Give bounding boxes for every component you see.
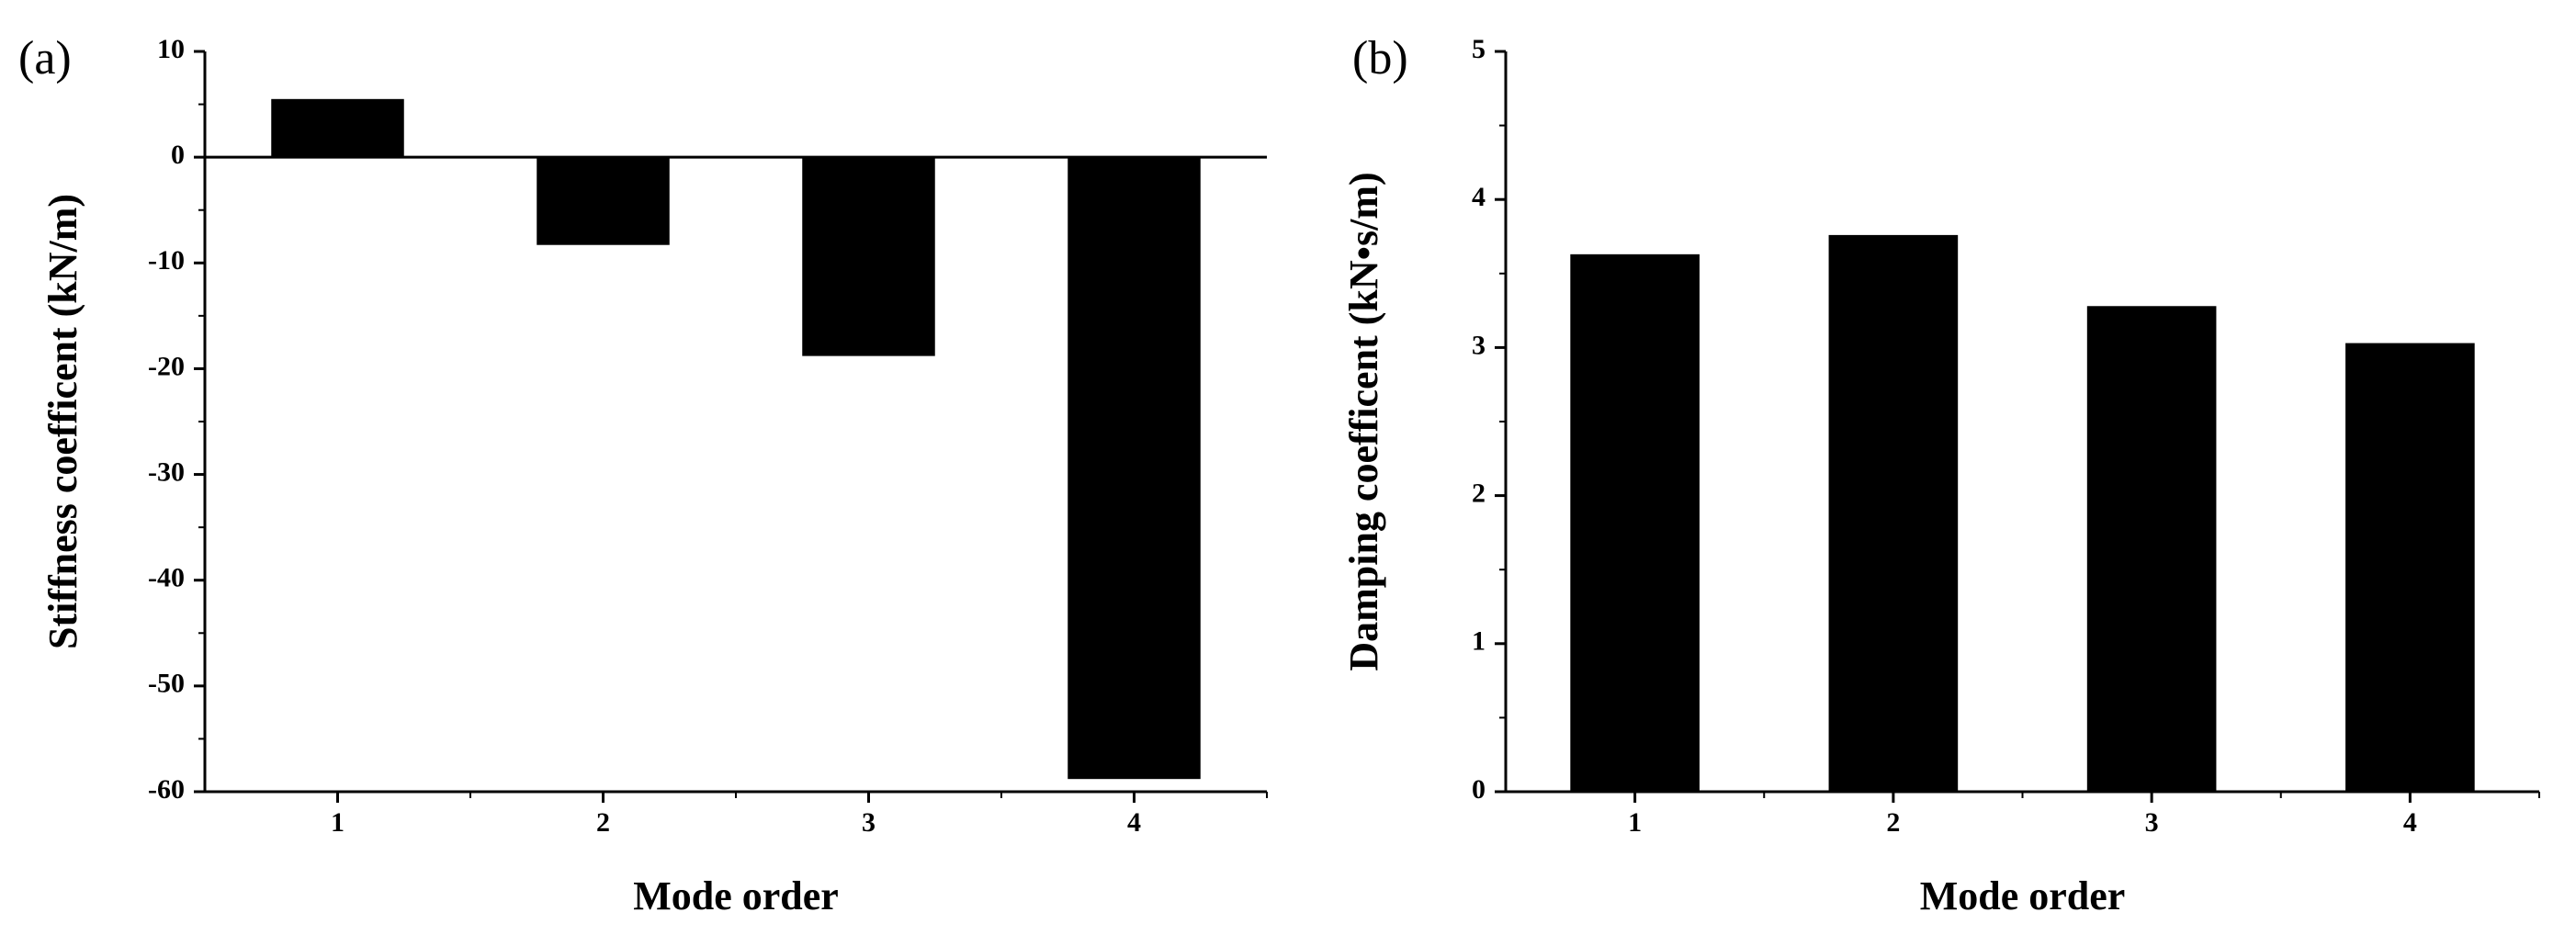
bar bbox=[1068, 157, 1201, 780]
y-tick-label: -30 bbox=[148, 456, 185, 487]
y-tick-label: -10 bbox=[148, 245, 185, 276]
x-tick-label: 2 bbox=[1886, 807, 1900, 838]
x-tick-label: 2 bbox=[596, 807, 610, 838]
x-tick-label: 4 bbox=[2403, 807, 2417, 838]
y-tick-label: -40 bbox=[148, 563, 185, 593]
x-tick-label: 1 bbox=[1628, 807, 1642, 838]
y-tick-label: 5 bbox=[1472, 34, 1486, 64]
x-axis-title: Mode order bbox=[633, 873, 839, 918]
x-tick-label: 4 bbox=[1127, 807, 1141, 838]
y-tick-label: 3 bbox=[1472, 330, 1486, 360]
bar bbox=[1828, 234, 1959, 792]
x-tick-label: 3 bbox=[2145, 807, 2159, 838]
y-tick-label: -50 bbox=[148, 669, 185, 699]
bar bbox=[2345, 343, 2475, 792]
y-axis-title: Stiffness coefficent (kN/m) bbox=[40, 194, 85, 649]
bar bbox=[1570, 253, 1700, 792]
bar bbox=[537, 157, 670, 245]
bar bbox=[271, 98, 404, 158]
y-tick-label: 1 bbox=[1472, 626, 1486, 657]
panel-label: (a) bbox=[18, 32, 72, 84]
y-tick-label: -20 bbox=[148, 351, 185, 381]
y-tick-label: 2 bbox=[1472, 478, 1486, 508]
y-tick-label: 0 bbox=[1472, 774, 1486, 805]
y-tick-label: 0 bbox=[171, 140, 185, 170]
y-axis-title: Damping coefficent (kN•s/m) bbox=[1341, 172, 1386, 670]
y-tick-label: 4 bbox=[1472, 182, 1486, 212]
x-tick-label: 3 bbox=[862, 807, 876, 838]
x-axis-title: Mode order bbox=[1920, 873, 2126, 918]
y-tick-label: 10 bbox=[157, 34, 185, 64]
panel-label: (b) bbox=[1352, 32, 1408, 84]
bar bbox=[802, 157, 935, 356]
x-tick-label: 1 bbox=[331, 807, 345, 838]
bar bbox=[2086, 306, 2217, 792]
y-tick-label: -60 bbox=[148, 774, 185, 805]
